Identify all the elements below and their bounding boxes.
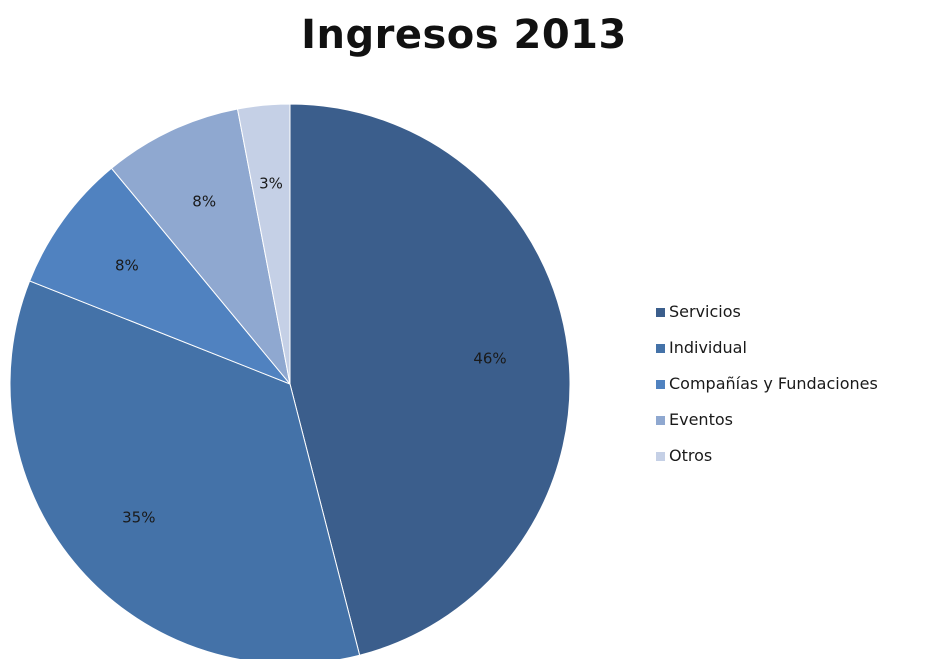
legend-swatch <box>656 416 665 425</box>
legend: Servicios Individual Compañías y Fundacion… <box>656 300 878 480</box>
legend-swatch <box>656 380 665 389</box>
legend-label: Otros <box>669 446 713 465</box>
legend-item-1: Servicios <box>656 300 878 336</box>
slice-label-5: 3% <box>259 174 283 192</box>
legend-label: Compañías y Fundaciones <box>669 374 878 393</box>
legend-swatch <box>656 452 665 461</box>
legend-label: Eventos <box>669 410 733 429</box>
legend-swatch <box>656 308 665 317</box>
legend-item-2: Individual <box>656 336 878 372</box>
slice-label-2: 35% <box>122 508 155 526</box>
pie-slice-1 <box>289 103 571 656</box>
pie-slice-2 <box>9 280 361 659</box>
legend-label: Servicios <box>669 302 741 321</box>
legend-item-5: Otros <box>656 444 878 480</box>
slice-label-4: 8% <box>192 193 216 211</box>
chart-title: Ingresos 2013 <box>301 12 627 58</box>
slice-label-1: 46% <box>473 350 506 368</box>
pie-slice-4 <box>110 108 291 385</box>
pie-slice-5 <box>236 103 291 385</box>
legend-label: Individual <box>669 338 747 357</box>
pie-slice-3 <box>29 167 291 385</box>
legend-swatch <box>656 344 665 353</box>
pie-slices <box>9 103 571 659</box>
legend-item-3: Compañías y Fundaciones <box>656 372 878 408</box>
pie-labels: 46% 35% 8% 8% 3% <box>115 174 507 526</box>
slice-label-3: 8% <box>115 257 139 275</box>
legend-item-4: Eventos <box>656 408 878 444</box>
